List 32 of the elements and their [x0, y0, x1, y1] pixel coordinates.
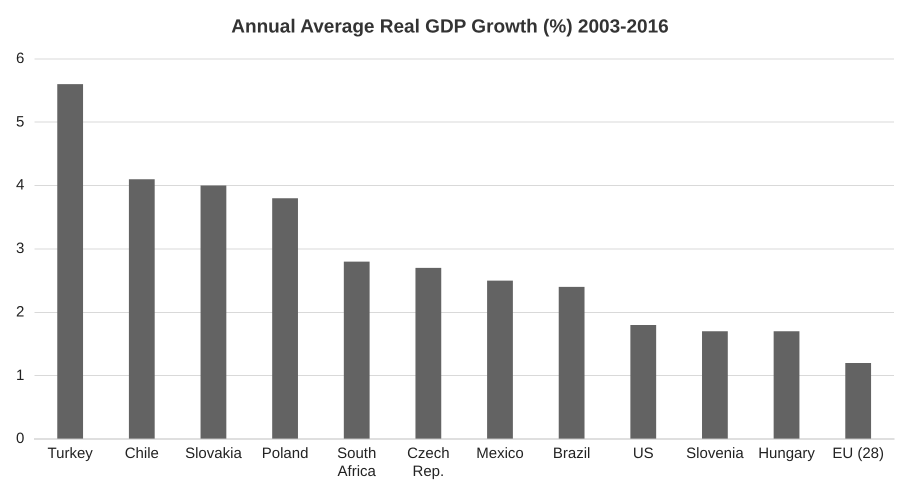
y-tick-label: 2 [16, 303, 24, 320]
x-tick-label: Chile [124, 445, 159, 462]
x-tick-label: EU (28) [832, 445, 884, 462]
bar [344, 262, 370, 438]
bar [200, 186, 226, 438]
y-tick-label: 0 [16, 430, 24, 448]
y-tick-label: 3 [16, 240, 24, 258]
bar [487, 280, 513, 438]
y-tick-label: 5 [16, 113, 24, 130]
bar [774, 331, 800, 438]
x-tick-label: US [632, 445, 654, 462]
y-tick-label: 6 [16, 50, 24, 67]
x-tick-label: Slovenia [686, 445, 744, 462]
y-tick-label: 4 [16, 176, 24, 194]
y-tick-label: 1 [16, 366, 24, 384]
x-tick-label: Brazil [552, 445, 590, 462]
bar [57, 84, 84, 438]
bar [415, 268, 442, 438]
x-tick-label: Hungary [758, 445, 816, 462]
x-tick-label: Czech Rep. [407, 445, 450, 480]
x-tick-label: Turkey [48, 445, 94, 462]
chart-title: Annual Average Real GDP Growth (%) 2003-2016 [231, 16, 669, 38]
bar [630, 324, 656, 438]
bar [845, 362, 872, 438]
x-tick-label: Poland [262, 445, 308, 462]
bar [702, 331, 728, 438]
bar [272, 198, 298, 438]
x-tick-label: Slovakia [185, 445, 242, 462]
x-tick-label: Mexico [476, 445, 524, 462]
x-tick-label: South Africa [337, 445, 377, 480]
bar [558, 286, 585, 438]
bar [128, 179, 155, 438]
